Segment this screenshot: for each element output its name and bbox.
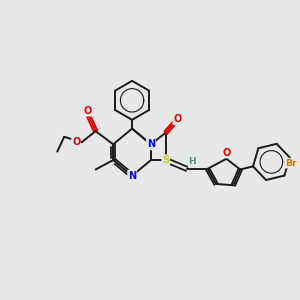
Text: O: O [72, 136, 80, 146]
Text: N: N [128, 171, 136, 181]
Text: O: O [173, 114, 182, 124]
Text: S: S [162, 155, 169, 165]
Text: Br: Br [286, 159, 297, 168]
Text: O: O [84, 106, 92, 116]
Text: N: N [147, 139, 155, 149]
Text: H: H [189, 158, 196, 166]
Text: O: O [223, 148, 231, 158]
